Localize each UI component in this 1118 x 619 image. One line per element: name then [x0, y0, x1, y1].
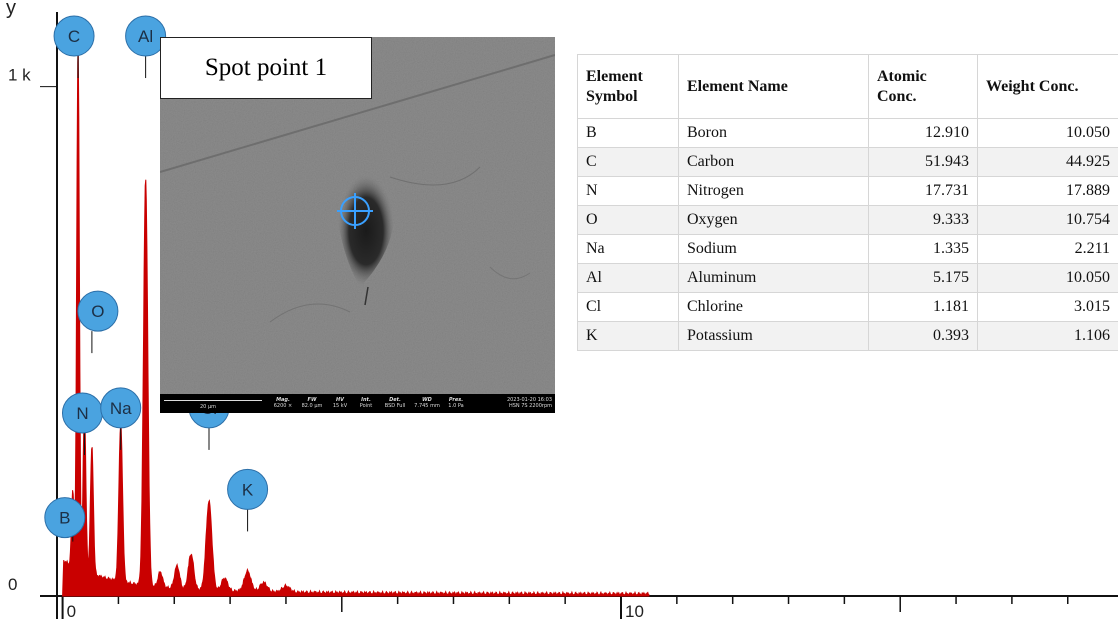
cell-weight: 1.106	[977, 321, 1118, 351]
peak-label-k: K	[227, 468, 269, 510]
y-tick-label-1k: 1 k	[8, 66, 31, 85]
cell-name: Boron	[678, 118, 869, 148]
peak-label-circle	[227, 468, 269, 510]
cell-weight: 10.754	[977, 205, 1118, 235]
spectrum-series-area	[62, 42, 650, 597]
peak-label-text: K	[242, 480, 254, 499]
peak-label-circle	[125, 15, 167, 57]
peak-label-circle	[53, 15, 95, 57]
peak-label-text: B	[59, 509, 70, 528]
info-col-int: Int. Point	[359, 397, 373, 409]
table-row: Al Aluminum 5.175 10.050	[577, 263, 1118, 293]
cell-name: Oxygen	[678, 205, 869, 235]
cell-atomic: 9.333	[868, 205, 978, 235]
cell-atomic: 17.731	[868, 176, 978, 206]
sem-info-bar: 20 µm Mag. 6200 × FW 82.0 µm HV 15 kV Int. P…	[160, 394, 555, 413]
header-weight-conc: Weight Conc.	[977, 54, 1118, 119]
header-atomic-conc: Atomic Conc.	[868, 54, 978, 119]
cell-weight: 44.925	[977, 147, 1118, 177]
peak-label-c: C	[53, 15, 95, 57]
cell-symbol: C	[577, 147, 679, 177]
cell-weight: 17.889	[977, 176, 1118, 206]
table-row: Na Sodium 1.335 2.211	[577, 234, 1118, 264]
table-row: O Oxygen 9.333 10.754	[577, 205, 1118, 235]
cell-atomic: 5.175	[868, 263, 978, 293]
y-axis-top-label: y	[6, 0, 16, 19]
cell-weight: 10.050	[977, 263, 1118, 293]
y-tick-group: 0 1 k	[8, 66, 57, 597]
sem-image-title: Spot point 1	[160, 37, 372, 99]
cell-symbol: B	[577, 118, 679, 148]
peak-label-circle	[100, 387, 142, 429]
cell-symbol: Na	[577, 234, 679, 264]
peak-label-text: Na	[110, 399, 132, 418]
x-tick-label-10: 10	[625, 602, 644, 619]
cell-name: Chlorine	[678, 292, 869, 322]
peak-label-text: Al	[138, 27, 153, 46]
cell-symbol: O	[577, 205, 679, 235]
x-tick-label-0: 0	[67, 602, 76, 619]
cell-name: Potassium	[678, 321, 869, 351]
table-row: B Boron 12.910 10.050	[577, 118, 1118, 148]
cell-atomic: 12.910	[868, 118, 978, 148]
cell-symbol: N	[577, 176, 679, 206]
peak-label-o: O	[77, 290, 119, 332]
peak-label-na: Na	[100, 387, 142, 429]
peak-label-b: B	[44, 497, 86, 539]
cell-atomic: 1.181	[868, 292, 978, 322]
peak-label-text: O	[91, 302, 104, 321]
sem-micrograph	[160, 37, 555, 413]
peak-label-text: C	[68, 27, 80, 46]
peak-label-al: Al	[125, 15, 167, 57]
table-row: N Nitrogen 17.731 17.889	[577, 176, 1118, 206]
x-minor-ticks	[117, 596, 1069, 612]
scale-bar	[164, 400, 262, 401]
table-row: K Potassium 0.393 1.106	[577, 321, 1118, 351]
info-col-fw: FW 82.0 µm	[301, 397, 323, 409]
info-col-hv: HV 15 kV	[332, 397, 348, 409]
composition-table: Element Symbol Element Name Atomic Conc.…	[577, 54, 1118, 351]
cell-name: Sodium	[678, 234, 869, 264]
cell-atomic: 0.393	[868, 321, 978, 351]
cell-name: Carbon	[678, 147, 869, 177]
cell-atomic: 1.335	[868, 234, 978, 264]
table-row: C Carbon 51.943 44.925	[577, 147, 1118, 177]
peak-label-text: N	[76, 404, 88, 423]
cell-name: Aluminum	[678, 263, 869, 293]
cell-symbol: K	[577, 321, 679, 351]
cell-symbol: Cl	[577, 292, 679, 322]
info-col-mag: Mag. 6200 ×	[273, 397, 293, 409]
header-element-name: Element Name	[678, 54, 869, 119]
cell-atomic: 51.943	[868, 147, 978, 177]
cell-weight: 10.050	[977, 118, 1118, 148]
y-tick-label-0: 0	[8, 575, 17, 594]
cell-weight: 2.211	[977, 234, 1118, 264]
header-element-symbol: Element Symbol	[577, 54, 679, 119]
info-col-wd: WD 7.745 mm	[414, 397, 440, 409]
cell-weight: 3.015	[977, 292, 1118, 322]
sem-image: Spot point 1 20 µm Mag. 6200 × FW 82.0 µm …	[160, 37, 555, 413]
table-header-row: Element Symbol Element Name Atomic Conc.…	[577, 54, 1118, 119]
cell-symbol: Al	[577, 263, 679, 293]
table-row: Cl Chlorine 1.181 3.015	[577, 292, 1118, 322]
peak-label-n: N	[61, 392, 103, 434]
info-col-datetime: 2023-01-20 16:03 HSN 7S 2200rpm	[506, 397, 552, 409]
cell-name: Nitrogen	[678, 176, 869, 206]
peak-label-circle	[44, 497, 86, 539]
scale-bar-label: 20 µm	[200, 404, 217, 410]
x-tick-group: 0 10	[61, 596, 644, 619]
info-col-det: Det. BSD Full	[384, 397, 406, 409]
info-col-pres: Pres. 1.0 Pa	[448, 397, 464, 409]
peak-label-circle	[77, 290, 119, 332]
